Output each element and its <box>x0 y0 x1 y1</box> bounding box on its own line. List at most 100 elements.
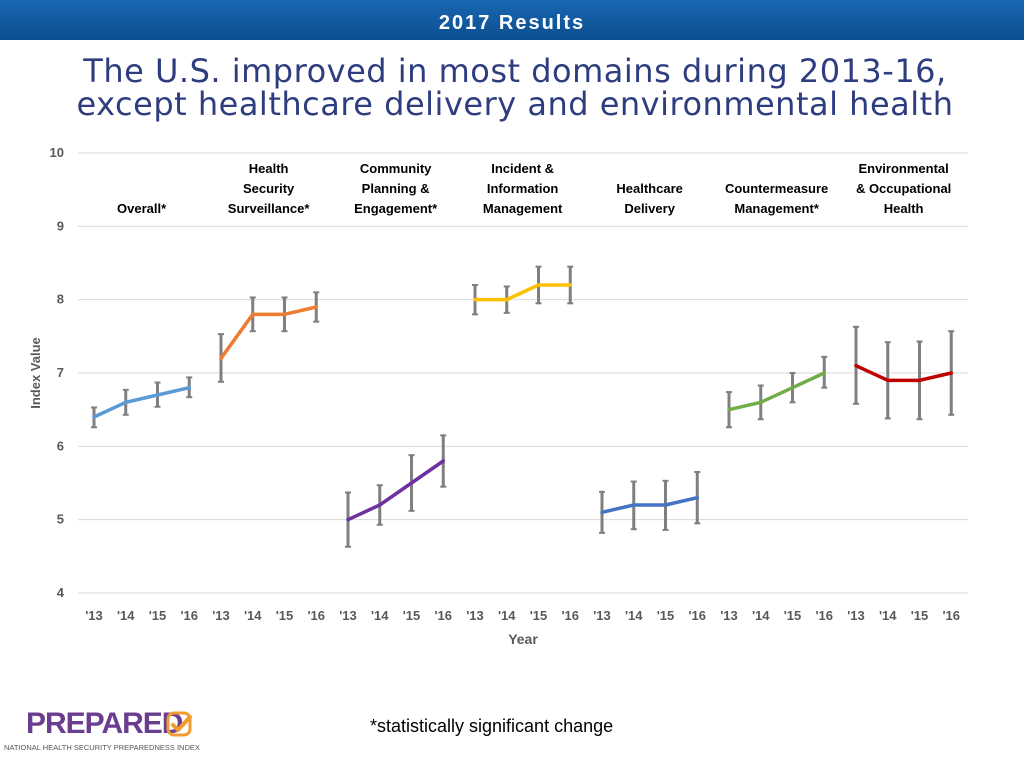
data-point <box>283 312 286 316</box>
slide-title: The U.S. improved in most domains during… <box>70 55 960 121</box>
x-tick-label: '13 <box>720 608 738 623</box>
slide-title-line-1: The U.S. improved in most domains during… <box>83 52 947 90</box>
data-point <box>854 364 858 368</box>
domain-label-line: Engagement* <box>354 201 438 216</box>
domain-label-line: Environmental <box>858 161 948 176</box>
x-tick-label: '16 <box>688 608 706 623</box>
domain-label-line: Healthcare <box>616 181 682 196</box>
y-tick-label: 10 <box>50 145 64 160</box>
logo-check-icon <box>166 711 192 737</box>
data-point <box>632 503 636 507</box>
series-3: '13 '14 '15 '16 Incident & Information Managem… <box>466 161 579 623</box>
data-point <box>537 283 540 287</box>
slide-title-line-2: except healthcare delivery and environme… <box>76 85 954 123</box>
line-chart: 4 5 6 7 8 9 10 Index Value Year '13 '14 '15 '16 Overa… <box>28 145 968 647</box>
series-line <box>600 495 699 515</box>
series-5: '13 '14 '15 '16 Countermeasure Management* <box>720 181 833 623</box>
header-title: 2017 Results <box>438 12 586 34</box>
domain-label-line: Information <box>487 181 559 196</box>
series-6: '13 '14 '15 '16 Environmental & Occupational H… <box>847 161 960 623</box>
domain-label-line: Planning & <box>362 181 430 196</box>
domain-label-line: & Occupational <box>856 181 951 196</box>
domain-label-line: Health <box>884 201 924 216</box>
data-point <box>727 408 731 412</box>
domain-label-line: Health <box>249 161 289 176</box>
x-tick-label: '15 <box>911 608 929 623</box>
data-point <box>664 503 667 507</box>
x-tick-label: '14 <box>625 608 643 623</box>
logo-wordmark: PREPARED <box>26 707 183 740</box>
data-point <box>314 305 318 309</box>
data-point <box>410 481 413 485</box>
x-tick-label: '14 <box>752 608 770 623</box>
series-1: '13 '14 '15 '16 Health Security Surveillance* <box>212 161 325 623</box>
x-tick-label: '15 <box>657 608 675 623</box>
domain-label-line: Incident & <box>491 161 554 176</box>
domain-label-line: Overall* <box>117 201 167 216</box>
y-tick-label: 8 <box>57 292 64 307</box>
domain-label-line: Management <box>483 201 563 216</box>
x-tick-label: '13 <box>85 608 103 623</box>
x-axis-label: Year <box>508 631 538 647</box>
header-bar <box>0 0 1024 40</box>
domain-label-line: Delivery <box>624 201 675 216</box>
footnote: *statistically significant change <box>370 716 614 736</box>
x-tick-label: '16 <box>815 608 833 623</box>
x-tick-label: '16 <box>180 608 198 623</box>
y-tick-label: 7 <box>57 365 64 380</box>
data-point <box>251 312 255 316</box>
series-line <box>473 283 572 302</box>
x-tick-label: '14 <box>879 608 897 623</box>
x-tick-label: '14 <box>498 608 516 623</box>
data-point <box>187 386 191 390</box>
x-tick-label: '15 <box>784 608 802 623</box>
series-line <box>346 459 445 522</box>
data-point <box>473 298 477 302</box>
x-tick-label: '13 <box>593 608 611 623</box>
series-4: '13 '14 '15 '16 Healthcare Delivery <box>593 181 706 623</box>
y-tick-label: 5 <box>57 512 64 527</box>
data-point <box>346 518 350 522</box>
domain-label-line: Surveillance* <box>228 201 311 216</box>
data-point <box>695 496 699 500</box>
domain-label-line: Security <box>243 181 295 196</box>
x-tick-label: '16 <box>434 608 452 623</box>
logo-subtitle: NATIONAL HEALTH SECURITY PREPAREDNESS IN… <box>4 743 200 752</box>
x-tick-label: '14 <box>117 608 135 623</box>
data-point <box>918 378 921 382</box>
x-tick-label: '14 <box>371 608 389 623</box>
series-line <box>92 385 191 419</box>
series-0: '13 '14 '15 '16 Overall* <box>85 201 198 623</box>
x-tick-label: '16 <box>561 608 579 623</box>
data-point <box>378 503 382 507</box>
data-point <box>441 459 445 463</box>
data-point <box>92 415 96 419</box>
series-2: '13 '14 '15 '16 Community Planning & Engagemen… <box>339 161 452 623</box>
data-point <box>949 371 953 375</box>
x-tick-label: '13 <box>847 608 865 623</box>
x-tick-label: '15 <box>530 608 548 623</box>
series-line <box>219 305 318 361</box>
data-point <box>822 371 826 375</box>
x-tick-label: '15 <box>276 608 294 623</box>
data-point <box>568 283 572 287</box>
data-point <box>759 400 763 404</box>
data-point <box>505 298 509 302</box>
data-point <box>124 400 128 404</box>
x-tick-label: '16 <box>942 608 960 623</box>
series-line <box>727 371 826 412</box>
x-tick-label: '13 <box>212 608 230 623</box>
x-tick-label: '14 <box>244 608 262 623</box>
domain-label-line: Management* <box>734 201 819 216</box>
x-tick-label: '13 <box>466 608 484 623</box>
series-line <box>854 363 953 383</box>
x-tick-label: '15 <box>149 608 167 623</box>
prepared-logo: PREPARED NATIONAL HEALTH SECURITY PREPAR… <box>4 707 224 759</box>
data-point <box>886 378 890 382</box>
x-tick-label: '15 <box>403 608 421 623</box>
y-tick-label: 4 <box>57 585 65 600</box>
y-tick-label: 6 <box>57 438 64 453</box>
domain-label-line: Community <box>360 161 432 176</box>
data-point <box>600 510 604 514</box>
data-point <box>156 393 159 397</box>
